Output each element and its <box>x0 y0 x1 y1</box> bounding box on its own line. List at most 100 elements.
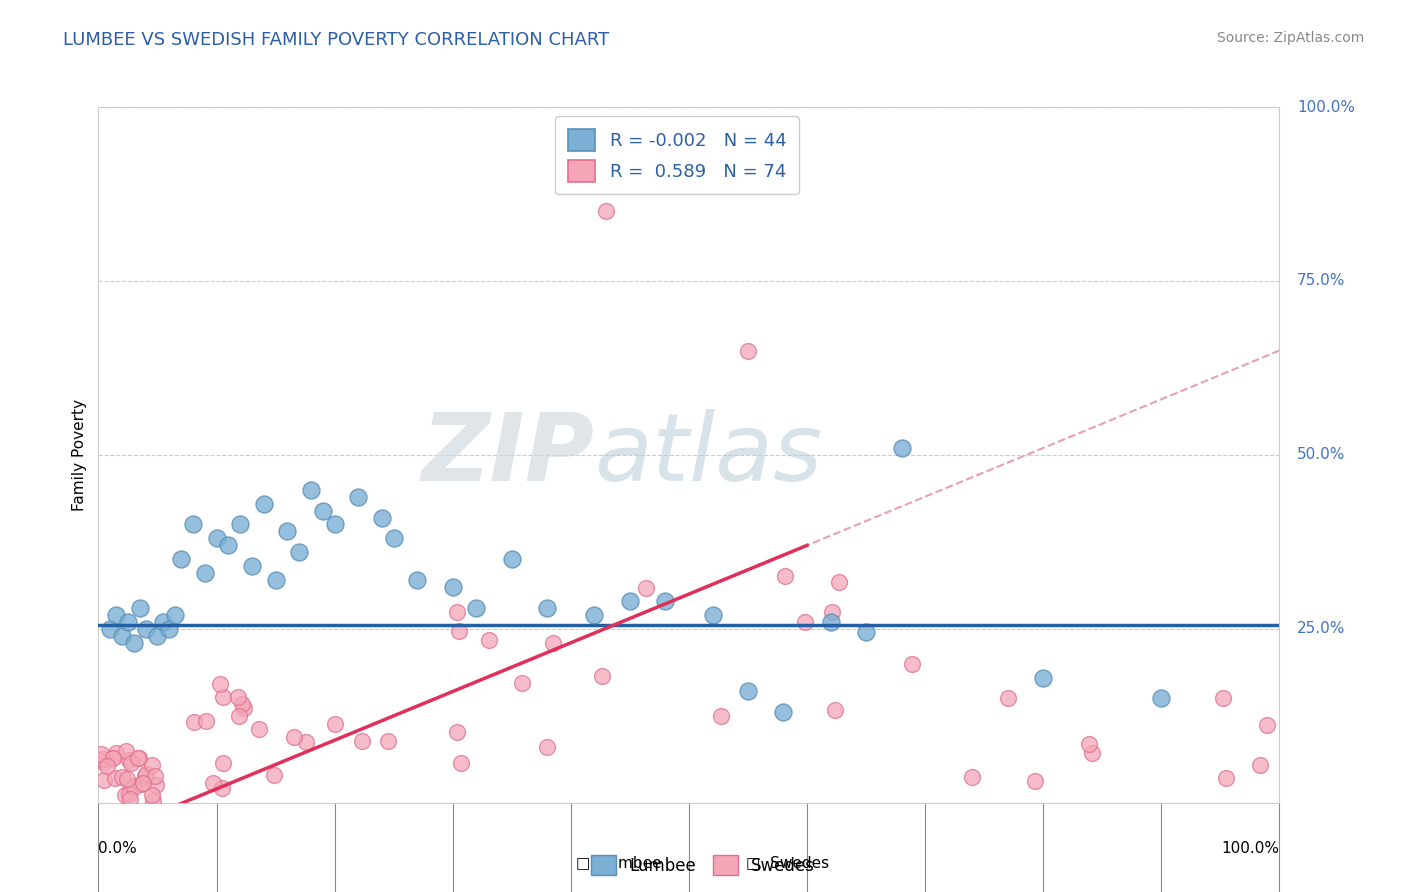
Point <box>93 755 115 769</box>
Point <box>195 714 218 729</box>
Point <box>233 701 256 715</box>
Point <box>104 771 127 785</box>
Point <box>117 615 139 629</box>
Point <box>323 517 346 532</box>
Point <box>212 690 235 705</box>
Point <box>773 569 796 583</box>
Point <box>120 779 142 793</box>
Point <box>240 559 263 574</box>
Point <box>312 503 335 517</box>
Legend: R = -0.002   N = 44, R =  0.589   N = 74: R = -0.002 N = 44, R = 0.589 N = 74 <box>555 116 799 194</box>
Point <box>901 657 924 672</box>
Text: 75.0%: 75.0% <box>1298 274 1346 288</box>
Point <box>105 747 128 761</box>
Point <box>737 343 759 358</box>
Text: □  Swedes: □ Swedes <box>745 855 830 870</box>
Point <box>105 607 128 622</box>
Point <box>231 697 253 711</box>
Point <box>211 781 233 796</box>
Point <box>591 669 613 683</box>
Point <box>478 633 501 648</box>
Point <box>183 715 205 730</box>
Point <box>1256 717 1278 731</box>
Point <box>654 594 676 608</box>
Point <box>793 615 815 630</box>
Point <box>128 601 150 615</box>
Point <box>1081 746 1104 760</box>
Point <box>377 734 399 748</box>
Text: 50.0%: 50.0% <box>1298 448 1346 462</box>
Text: 100.0%: 100.0% <box>1222 841 1279 856</box>
Point <box>595 204 617 219</box>
Point <box>101 751 124 765</box>
Text: 100.0%: 100.0% <box>1298 100 1355 114</box>
Point <box>170 552 193 566</box>
Point <box>371 510 394 524</box>
Point <box>820 605 842 619</box>
Point <box>118 792 141 806</box>
Point <box>226 690 249 704</box>
Text: ZIP: ZIP <box>422 409 595 501</box>
Point <box>228 708 250 723</box>
Point <box>283 731 305 745</box>
Point <box>382 532 405 546</box>
Point <box>146 629 169 643</box>
Point <box>135 622 157 636</box>
Point <box>217 538 239 552</box>
Point <box>1215 771 1237 785</box>
Point <box>890 441 912 455</box>
Point <box>299 483 322 497</box>
Text: atlas: atlas <box>595 409 823 500</box>
Point <box>510 675 533 690</box>
Point <box>229 517 252 532</box>
Point <box>1249 757 1271 772</box>
Point <box>276 524 298 539</box>
Point <box>124 780 146 795</box>
Point <box>127 750 149 764</box>
Point <box>1024 774 1046 789</box>
Text: □  Lumbee: □ Lumbee <box>576 855 661 870</box>
Point <box>194 566 217 581</box>
Text: Source: ZipAtlas.com: Source: ZipAtlas.com <box>1216 31 1364 45</box>
Point <box>501 552 523 566</box>
Point <box>536 739 558 754</box>
Legend: Lumbee, Swedes: Lumbee, Swedes <box>582 847 824 884</box>
Point <box>145 778 167 792</box>
Point <box>446 725 468 739</box>
Point <box>114 743 136 757</box>
Point <box>181 517 204 532</box>
Point <box>131 777 153 791</box>
Point <box>263 767 285 781</box>
Point <box>93 752 115 766</box>
Point <box>820 615 842 629</box>
Point <box>350 734 373 748</box>
Point <box>450 756 472 770</box>
Point <box>134 769 156 783</box>
Point <box>212 756 235 771</box>
Point <box>117 753 139 767</box>
Point <box>157 622 180 636</box>
Point <box>101 751 124 765</box>
Point <box>824 703 846 717</box>
Point <box>90 747 112 761</box>
Point <box>702 607 724 622</box>
Point <box>997 690 1019 705</box>
Point <box>1078 737 1101 751</box>
Point <box>288 545 311 559</box>
Point <box>142 793 165 807</box>
Text: LUMBEE VS SWEDISH FAMILY POVERTY CORRELATION CHART: LUMBEE VS SWEDISH FAMILY POVERTY CORRELA… <box>63 31 610 49</box>
Text: 25.0%: 25.0% <box>1298 622 1346 636</box>
Point <box>98 622 121 636</box>
Point <box>619 594 641 608</box>
Point <box>446 605 468 619</box>
Point <box>165 607 187 622</box>
Point <box>93 772 115 787</box>
Point <box>543 636 565 650</box>
Point <box>737 684 759 698</box>
Point <box>465 601 488 615</box>
Point <box>205 532 228 546</box>
Point <box>96 759 118 773</box>
Point <box>583 607 606 622</box>
Point <box>634 582 657 596</box>
Point <box>264 573 287 587</box>
